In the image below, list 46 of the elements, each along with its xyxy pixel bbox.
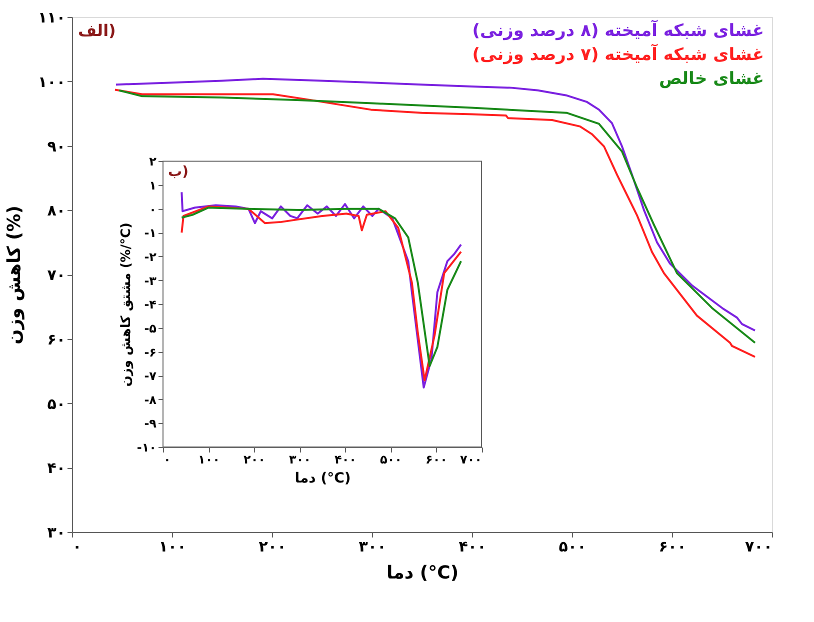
y-tick-label: ۰ (149, 202, 156, 216)
y-tick-label: ۱ (149, 178, 156, 193)
x-tick-label: ۵۰۰ (380, 452, 402, 467)
x-tick-label: ۲۰۰ (258, 538, 286, 556)
y-tick-label: -۱ (144, 226, 156, 240)
y-axis-title: کاهش وزن (%) (4, 205, 26, 345)
y-tick-label: -۴ (144, 298, 156, 312)
x-tick-label: ۶۰۰ (426, 452, 448, 467)
y-tick-label: ۳۰ (47, 524, 66, 542)
y-tick-label: -۸ (144, 392, 158, 407)
x-axis-title: دما (°C) (386, 562, 459, 584)
y-tick-label: ۶۰ (47, 330, 66, 348)
y-tick-label: ۲ (149, 154, 158, 169)
annotation: ب) (168, 164, 188, 180)
x-tick-label: ۶۰۰ (658, 538, 686, 556)
x-tick-label: ۰ (164, 452, 171, 467)
y-tick-label: ۷۰ (47, 266, 66, 284)
x-tick-label: ۱۰۰ (198, 452, 220, 467)
x-tick-label: ۰ (72, 538, 82, 556)
x-tick-label: ۵۰۰ (558, 538, 586, 556)
x-tick-label: ۴۰۰ (334, 452, 356, 467)
x-tick-label: ۴۰۰ (458, 538, 486, 556)
x-tick-label: ۳۰۰ (289, 452, 311, 467)
y-tick-label: -۳ (144, 274, 158, 288)
y-tick-label: ۸۰ (47, 202, 66, 220)
text: غشای شبکه آمیخته (۷ درصد وزنی) (472, 43, 764, 65)
x-tick-label: ۷۰۰ (460, 452, 482, 467)
x-axis-title: دما (°C) (294, 470, 351, 487)
y-tick-label: ۱۱۰ (38, 8, 66, 26)
text: غشای خالص (658, 69, 764, 89)
y-axis-title: مشتق کاهش وزن (%/°C) (118, 222, 134, 387)
y-tick-label: -۵ (144, 321, 156, 336)
y-tick-label: -۶ (144, 345, 156, 360)
y-tick-label: -۹ (144, 416, 158, 431)
y-tick-label: ۱۰۰ (38, 72, 66, 91)
y-tick-label: ۹۰ (47, 137, 66, 156)
x-tick-label: ۷۰۰ (745, 538, 772, 556)
x-tick-label: ۲۰۰ (244, 452, 266, 467)
y-tick-label: ۴۰ (47, 459, 66, 478)
text: غشای شبکه آمیخته (۸ درصد وزنی) (472, 19, 764, 41)
y-tick-label: -۱۰ (136, 440, 156, 455)
y-tick-label: ۵۰ (47, 394, 66, 413)
x-tick-label: ۳۰۰ (358, 538, 386, 556)
y-tick-label: -۷ (144, 369, 158, 384)
y-tick-label: -۲ (144, 250, 158, 264)
annotation: الف) (78, 21, 116, 40)
